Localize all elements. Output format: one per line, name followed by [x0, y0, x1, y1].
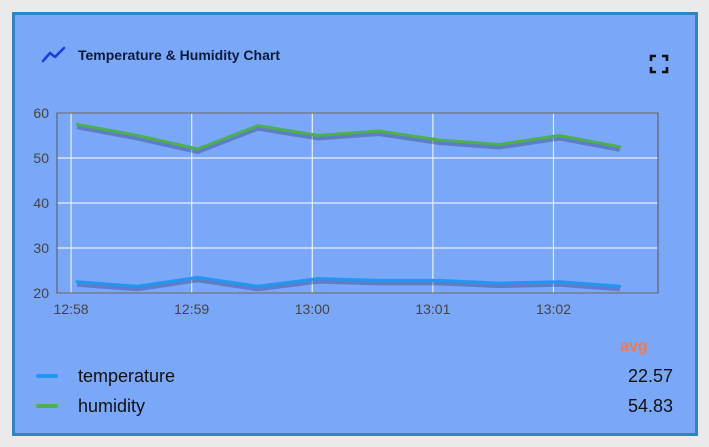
- chart-title: Temperature & Humidity Chart: [78, 47, 280, 63]
- legend-avg-value: 54.83: [627, 396, 673, 416]
- plot-frame: [56, 112, 659, 294]
- series-shadow-humidity: [76, 125, 621, 154]
- legend-name: temperature: [78, 366, 176, 386]
- legend-swatch-temperature: [36, 374, 58, 378]
- legend-avg-header: avg: [620, 338, 648, 355]
- legend-avg-value: 22.57: [627, 366, 673, 386]
- series-shadow-temperature: [76, 278, 620, 292]
- y-tick-label: 60: [33, 105, 49, 121]
- legend-name: humidity: [78, 396, 146, 416]
- fullscreen-icon[interactable]: [649, 54, 669, 74]
- legend-swatch-humidity: [36, 404, 58, 408]
- legend-item-temperature[interactable]: temperature 22.57: [33, 364, 673, 388]
- series-line-humidity: [75, 122, 622, 151]
- y-tick-label: 30: [33, 240, 49, 256]
- line-chart: 20 30 40 50 60 12:58 12:59 13:00 13:01 13:02: [33, 105, 659, 317]
- x-tick-label: 12:58: [54, 301, 89, 317]
- series-line-temperature: [75, 275, 622, 288]
- x-tick-label: 13:00: [295, 301, 330, 317]
- legend-item-humidity[interactable]: humidity 54.83: [33, 394, 673, 418]
- trending-up-icon: [41, 46, 66, 63]
- x-tick-label: 12:59: [174, 301, 209, 317]
- y-tick-label: 50: [33, 150, 49, 166]
- y-tick-label: 40: [33, 195, 49, 211]
- chart-card: Temperature & Humidity Chart 20 30 40 50 60 1…: [12, 12, 698, 436]
- y-tick-label: 20: [33, 285, 49, 301]
- x-tick-label: 13:01: [415, 301, 450, 317]
- x-tick-label: 13:02: [536, 301, 571, 317]
